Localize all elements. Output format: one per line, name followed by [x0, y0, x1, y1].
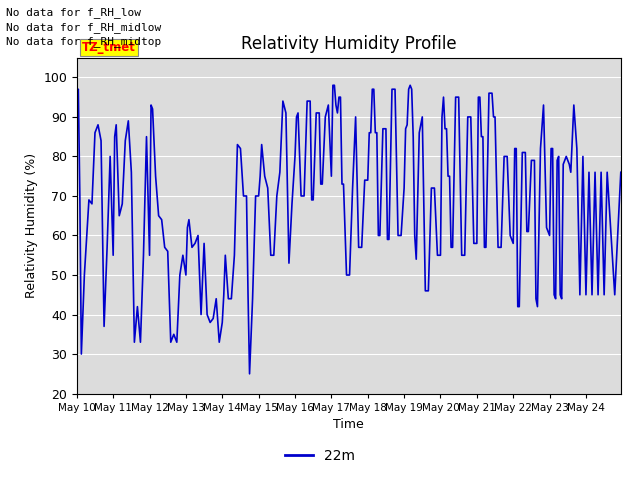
X-axis label: Time: Time — [333, 418, 364, 431]
Text: TZ_tmet: TZ_tmet — [82, 41, 136, 54]
Title: Relativity Humidity Profile: Relativity Humidity Profile — [241, 35, 456, 53]
Text: No data for f_RH_low: No data for f_RH_low — [6, 7, 141, 18]
Text: No data for f_RH_midlow: No data for f_RH_midlow — [6, 22, 162, 33]
Text: No data for f_RH_midtop: No data for f_RH_midtop — [6, 36, 162, 47]
Y-axis label: Relativity Humidity (%): Relativity Humidity (%) — [25, 153, 38, 298]
Legend: 22m: 22m — [280, 443, 360, 468]
